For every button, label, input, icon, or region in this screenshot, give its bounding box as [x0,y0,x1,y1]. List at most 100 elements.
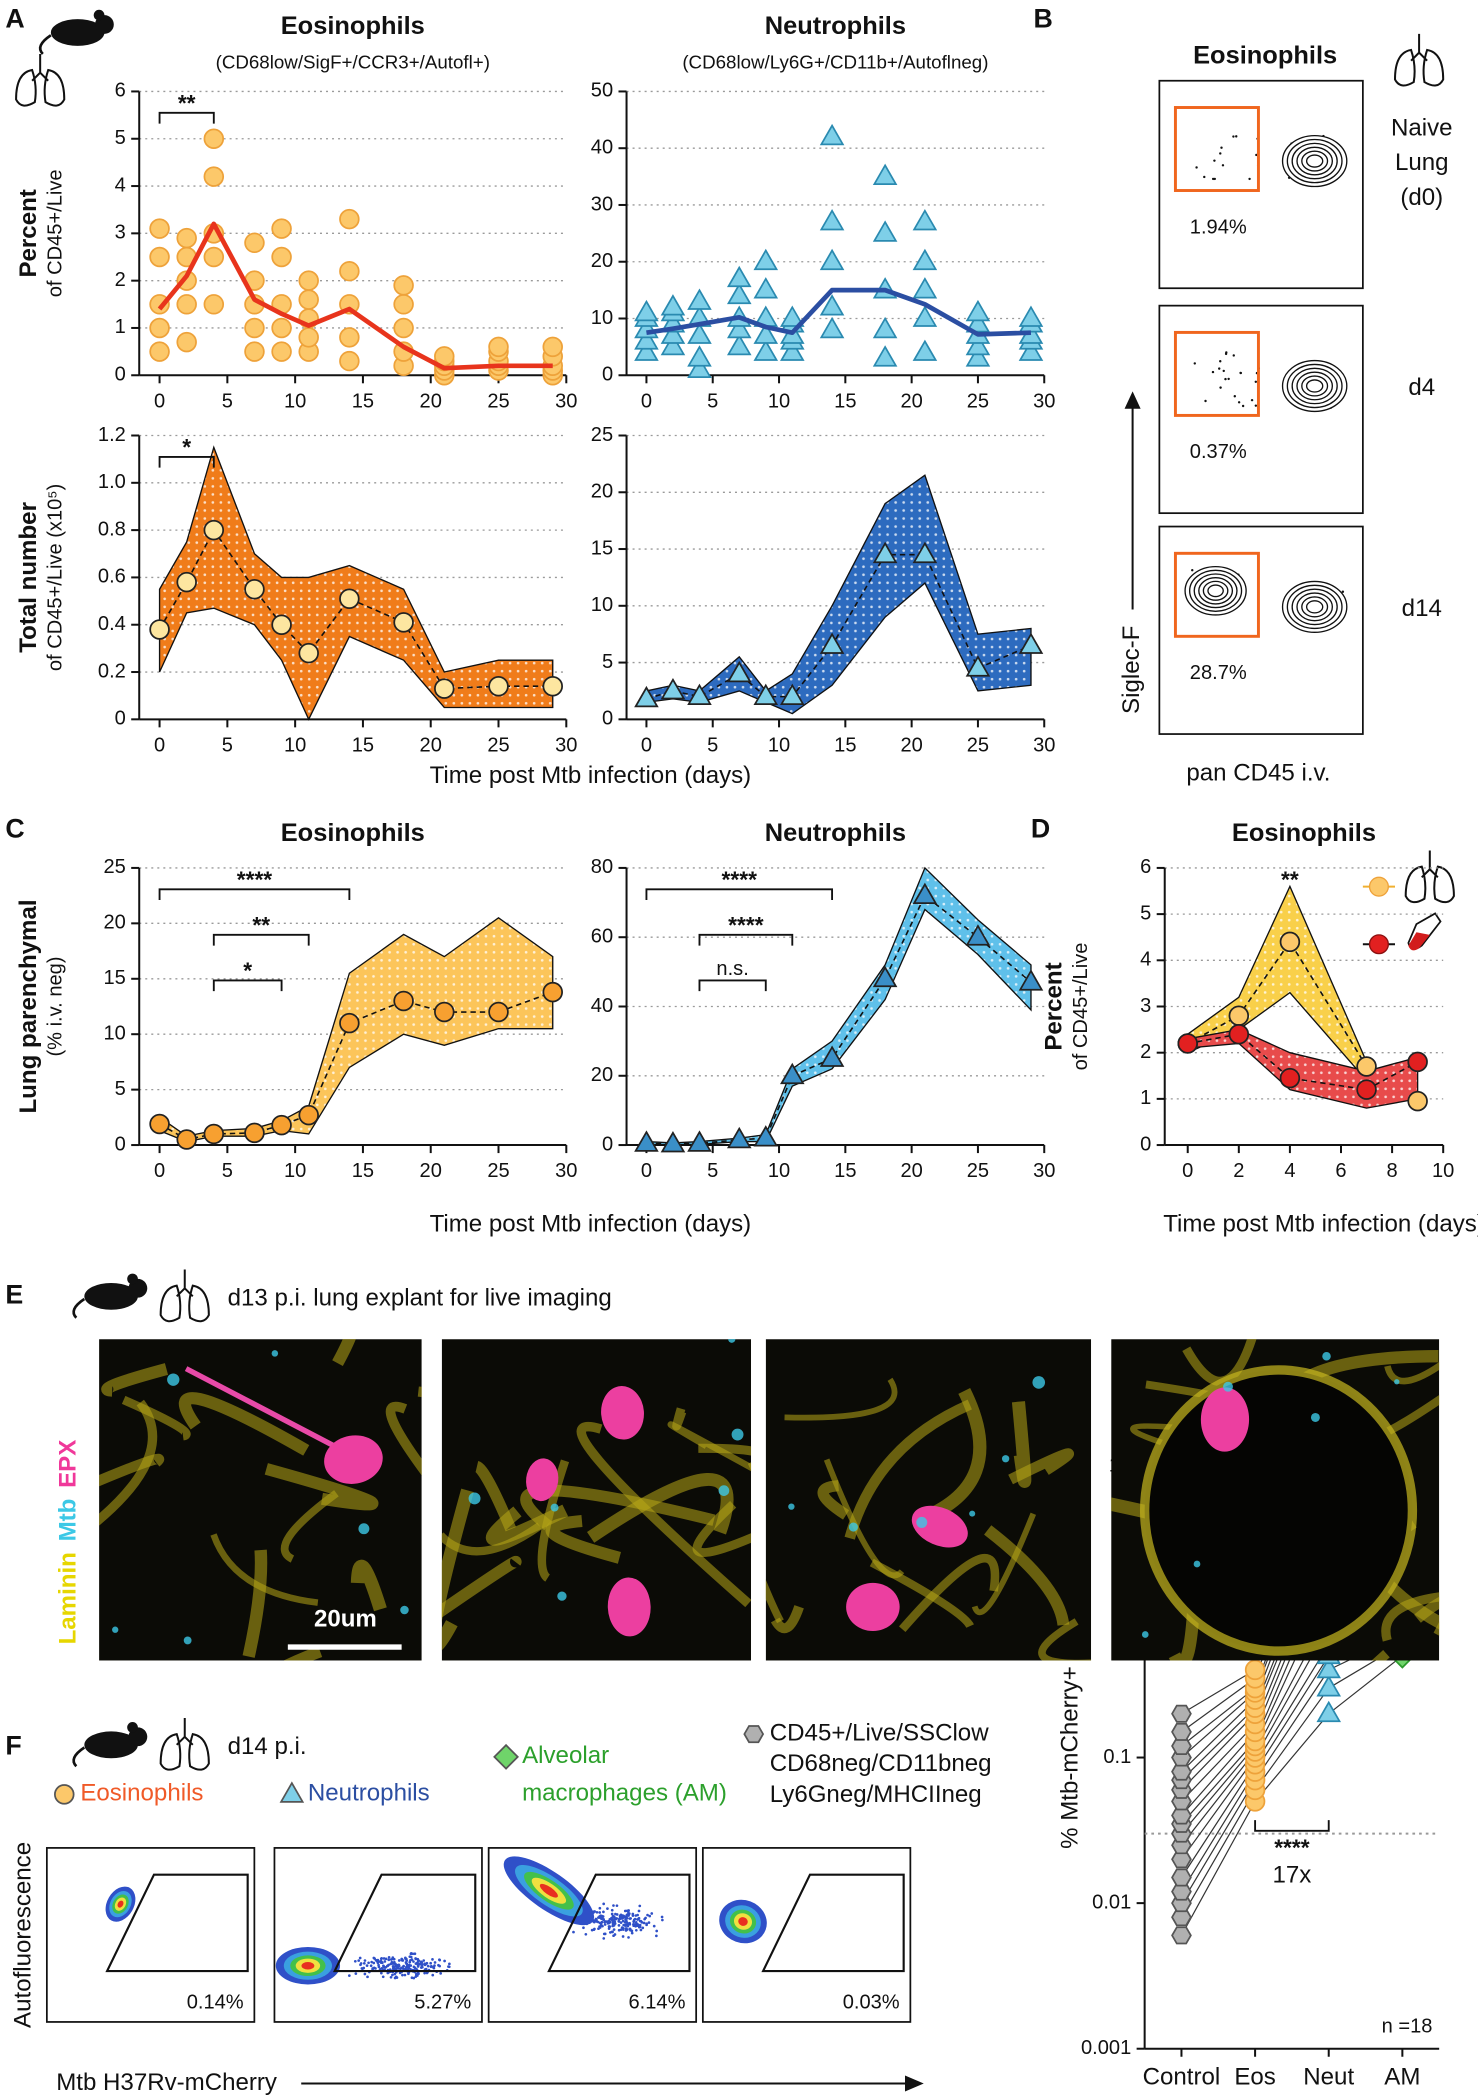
contour [1301,375,1329,397]
y-tick-label: 5 [1140,902,1151,924]
mean-line [158,528,553,690]
event-dot [623,1909,627,1913]
contour [1291,588,1338,626]
x-tick-label: 5 [707,734,718,756]
y-tick-label: 0 [115,1133,126,1155]
x-tick-label: 30 [1033,390,1055,412]
data-point [203,246,225,268]
event-dot [630,1929,634,1933]
significance: ** [178,90,196,116]
data-point [726,316,752,339]
imaging-caption: d13 p.i. lung explant for live imaging [228,1284,612,1311]
pair-line [1181,1687,1256,1747]
pair-line [1180,1771,1256,1892]
eosinophil [911,1505,968,1548]
y-axis-label: Total number [15,502,42,653]
data-point [872,965,898,988]
error-band [158,445,554,721]
x-tick-label: 0 [154,734,165,756]
event-dot [363,1959,367,1962]
x-tick-label: 20 [420,734,442,756]
y-tick-label: 25 [591,424,613,446]
flow-plot-frame [1158,525,1364,735]
event-dot [637,1909,641,1913]
flow-x-label: Mtb H37Rv-mCherry [56,2069,277,2096]
event-dot [422,1959,426,1962]
laminin-fiber [121,1395,191,1441]
event-dot [407,1972,410,1976]
y-tick-label: 0 [602,1133,613,1155]
laminin-fiber [537,1459,570,1582]
event-dot [414,1974,418,1977]
event-dot [381,1975,385,1979]
event-dot [595,1910,599,1914]
y-tick-label: 25 [104,856,126,878]
data-point [149,1113,170,1135]
data-point [872,220,898,242]
data-point [298,1104,319,1126]
event-dot [443,1959,446,1963]
flow-plot-frame [1158,79,1364,290]
event-dot [625,1916,628,1920]
y-tick-label: 40 [591,995,613,1017]
channel-label: Laminin [55,1552,82,1644]
event-dot [1250,398,1254,402]
data-point [244,317,265,339]
event-dot [1241,404,1245,408]
y-tick-label: 15 [104,967,126,989]
event-dot [614,1912,617,1916]
y-tick-label: 60 [591,926,613,948]
event-dot [655,1929,659,1933]
event-dot [602,1910,605,1914]
event-dot [650,1912,654,1915]
contour [1301,150,1329,172]
chart-title: Neutrophils [765,819,906,847]
data-point [753,277,779,299]
event-dot [391,1956,395,1959]
x-tick-label: 20 [900,390,922,412]
event-dot [1219,152,1222,155]
x-tick-label: 15 [352,734,374,756]
data-point [203,128,225,149]
event-dot [624,1927,628,1930]
event-dot [374,1967,377,1970]
event-dot [412,1960,415,1963]
mtb-signal [1223,1381,1233,1392]
contour [1193,573,1238,609]
event-dot [607,1927,611,1931]
event-dot [380,1960,384,1964]
event-dot [634,1921,638,1924]
mtb-signal [1141,1631,1149,1638]
pair-line [1254,1713,1330,1802]
event-dot [378,1967,382,1971]
bracket [212,933,310,946]
data-point [176,294,197,315]
event-dot [592,1928,596,1932]
micrograph [99,1339,422,1661]
event-dot [627,1912,631,1916]
data-point [660,333,686,356]
data-point [819,316,845,339]
data-point [634,685,659,708]
data-point [339,350,360,372]
pair-line [1181,1731,1256,1816]
contour [1296,592,1334,622]
event-dot [655,1934,658,1938]
event-dot [633,1917,637,1921]
y-tick-label: 0 [602,364,613,386]
event-dot [626,1924,630,1928]
event-dot [632,1924,635,1928]
mtb-signal [731,1428,744,1441]
laminin-fiber [1011,1401,1032,1488]
x-tick-label: Control [1143,2064,1221,2091]
x-tick-label: 10 [1432,1160,1454,1182]
laminin-fiber [385,1401,422,1476]
x-tick-label: 20 [900,1160,922,1182]
event-dot [600,1920,604,1924]
laminin-fiber [545,1514,621,1564]
event-dot [596,1920,600,1924]
contour [1286,363,1343,409]
data-point [912,882,938,905]
event-dot [615,1904,619,1907]
data-point [244,232,265,254]
